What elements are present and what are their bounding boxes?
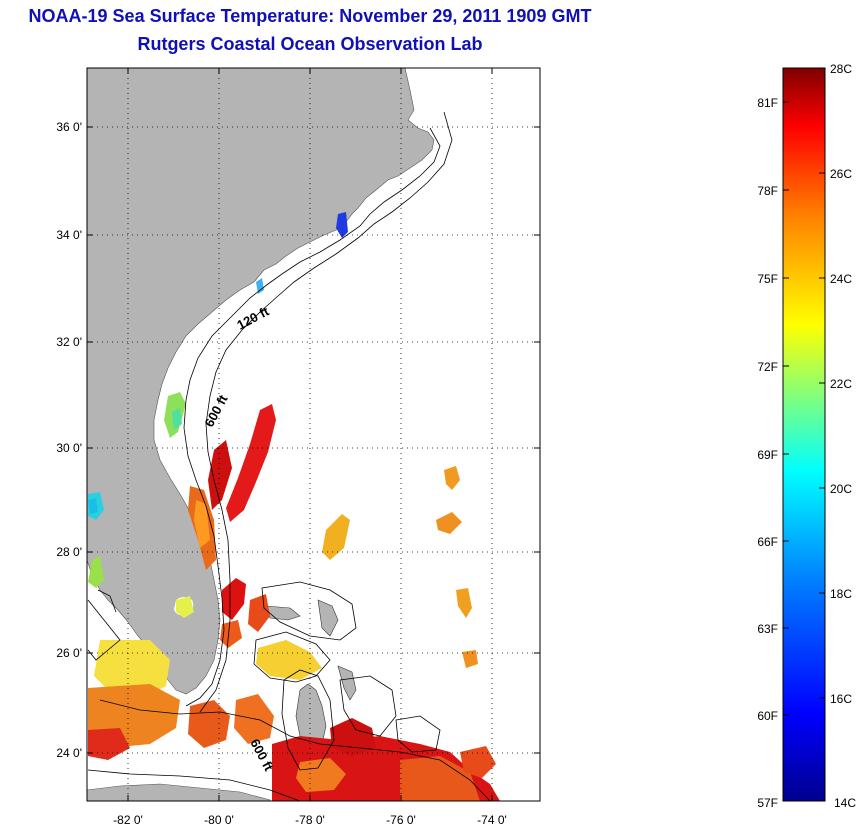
colorbar-fahrenheit-label: 69F <box>757 448 778 462</box>
lat-label: 32 0' <box>56 335 82 349</box>
colorbar-fahrenheit-label: 75F <box>757 272 778 286</box>
lat-label: 30 0' <box>56 441 82 455</box>
bathymetry-contours <box>87 111 491 801</box>
lon-label: -78 0' <box>295 813 325 827</box>
colorbar-fahrenheit-label: 81F <box>757 96 778 110</box>
colorbar-fahrenheit-label: 72F <box>757 360 778 374</box>
lat-label: 24 0' <box>56 746 82 760</box>
colorbar-fahrenheit-label: 57F <box>757 796 778 810</box>
lat-label: 26 0' <box>56 646 82 660</box>
colorbar-celsius-label: 28C <box>830 62 852 76</box>
eleuthera <box>337 665 357 701</box>
lat-label: 28 0' <box>56 545 82 559</box>
axis-ticks <box>87 68 540 801</box>
lon-label: -82 0' <box>113 813 143 827</box>
map-frame <box>86 67 541 802</box>
abaco <box>317 599 339 637</box>
colorbar-celsius-label: 22C <box>830 377 852 391</box>
lat-label: 36 0' <box>56 120 82 134</box>
lat-label: 34 0' <box>56 228 82 242</box>
colorbar-celsius-label: 14C <box>834 796 856 810</box>
colorbar-fahrenheit-label: 66F <box>757 535 778 549</box>
lon-label: -80 0' <box>204 813 234 827</box>
colorbar-fahrenheit-label: 78F <box>757 184 778 198</box>
graticule <box>87 68 540 801</box>
colorbar-fahrenheit-label: 60F <box>757 709 778 723</box>
colorbar-celsius-label: 16C <box>830 692 852 706</box>
lon-label: -76 0' <box>386 813 416 827</box>
land-mainland <box>87 68 435 695</box>
colorbar-fahrenheit-label: 63F <box>757 622 778 636</box>
colorbar-celsius-label: 26C <box>830 167 852 181</box>
colorbar-celsius-label: 18C <box>830 587 852 601</box>
colorbar-celsius-label: 24C <box>830 272 852 286</box>
colorbar-celsius-label: 20C <box>830 482 852 496</box>
lon-label: -74 0' <box>477 813 507 827</box>
colorbar: 28C 26C 24C 22C 20C 18C 16C 14C 81F 78F … <box>757 62 856 810</box>
map-title: NOAA-19 Sea Surface Temperature: Novembe… <box>28 6 592 26</box>
map-subtitle: Rutgers Coastal Ocean Observation Lab <box>137 34 483 54</box>
colorbar-scale <box>782 67 826 802</box>
map-plot-area <box>87 68 540 801</box>
